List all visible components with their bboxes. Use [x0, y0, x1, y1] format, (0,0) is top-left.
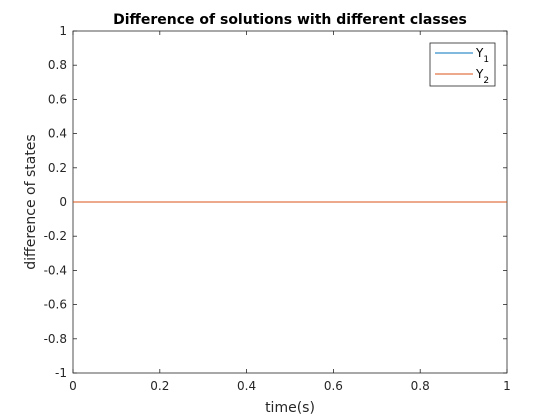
y-tick-label: -0.2	[44, 229, 67, 243]
x-axis-label: time(s)	[265, 400, 315, 416]
y-tick-label: -1	[55, 366, 67, 380]
legend-label-1: Y1	[475, 46, 489, 65]
y-tick-label: 0.8	[48, 58, 67, 72]
x-tick-label: 1	[503, 379, 511, 393]
y-tick-label: 0.4	[48, 127, 67, 141]
y-axis: -1 -0.8 -0.6 -0.4 -0.2 0 0.2 0.4 0.6 0.8 1	[44, 24, 507, 380]
x-tick-label: 0.4	[237, 379, 256, 393]
legend-label-subscript: 2	[483, 76, 489, 86]
legend-label-text: Y	[475, 67, 484, 81]
x-tick-label: 0	[69, 379, 77, 393]
y-tick-label: 0	[59, 195, 67, 209]
y-tick-label: -0.6	[44, 298, 67, 312]
legend-label-2: Y2	[475, 67, 489, 86]
y-tick-label: -0.4	[44, 263, 67, 277]
legend-box	[429, 42, 496, 87]
chart-title: Difference of solutions with different c…	[113, 12, 467, 28]
y-tick-label: 0.2	[48, 161, 67, 175]
x-tick-label: 0.6	[324, 379, 343, 393]
x-tick-label: 0.8	[411, 379, 430, 393]
legend-label-text: Y	[475, 46, 484, 60]
y-tick-label: 1	[59, 24, 67, 38]
y-tick-label: -0.8	[44, 332, 67, 346]
x-tick-label: 0.2	[150, 379, 169, 393]
y-axis-label: difference of states	[23, 134, 39, 269]
legend-label-subscript: 1	[483, 55, 489, 65]
x-axis: 0 0.2 0.4 0.6 0.8 1	[69, 31, 511, 393]
y-tick-label: 0.6	[48, 92, 67, 106]
